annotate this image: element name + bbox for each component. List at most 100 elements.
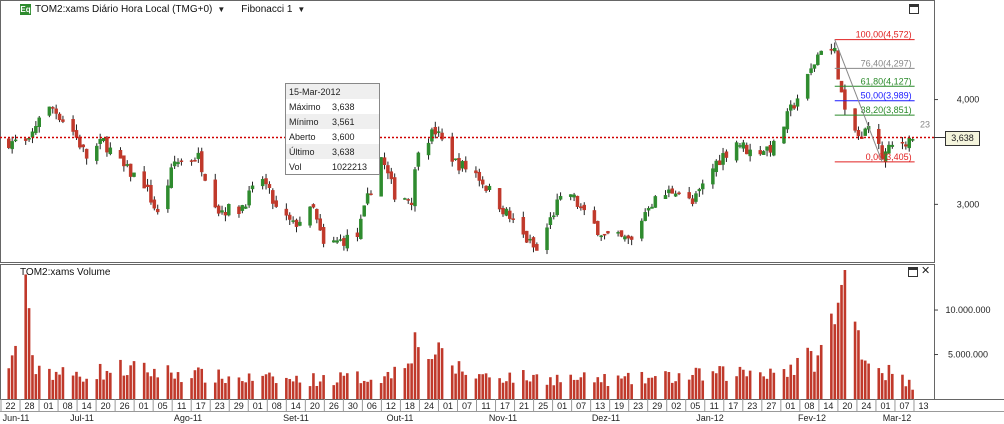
- volume-bar: [813, 371, 816, 399]
- x-month-label: Set-11: [283, 413, 309, 423]
- close-volume-pane-icon[interactable]: ✕: [921, 265, 931, 277]
- candle-body: [782, 126, 786, 144]
- candle-body: [497, 188, 502, 210]
- volume-bar: [61, 367, 65, 399]
- candle-body: [843, 89, 847, 110]
- candle-body: [623, 236, 627, 240]
- study-dropdown-icon[interactable]: ▼: [297, 4, 306, 14]
- candle-body: [382, 157, 387, 165]
- candle-body: [531, 237, 536, 248]
- x-day-label: 24: [861, 401, 871, 411]
- volume-bar: [37, 365, 41, 399]
- volume-bar: [745, 376, 749, 399]
- candle-body: [579, 206, 583, 209]
- candle-body: [457, 157, 461, 171]
- volume-bar: [857, 330, 860, 399]
- candle-body: [511, 218, 515, 220]
- candle-body: [145, 184, 150, 187]
- volume-bar: [393, 366, 396, 399]
- x-month-label: Jul-11: [70, 413, 94, 423]
- candle-body: [149, 185, 153, 203]
- x-day-label: 18: [405, 401, 415, 411]
- ohlc-tooltip: 15-Mar-2012 Máximo 3,638 Mínimo 3,561 Aber…: [285, 83, 380, 175]
- volume-bar: [34, 374, 38, 399]
- volume-bar: [742, 369, 745, 399]
- candle-body: [765, 146, 769, 151]
- volume-bar: [427, 359, 430, 399]
- candle-body: [260, 179, 265, 187]
- candle-body: [724, 151, 729, 158]
- volume-bar: [626, 372, 630, 399]
- volume-bar: [274, 383, 278, 399]
- volume-bar: [833, 324, 837, 399]
- volume-bar: [217, 369, 220, 399]
- candle-body: [464, 160, 468, 170]
- volume-bar: [860, 359, 864, 399]
- candle-body: [480, 179, 485, 185]
- volume-bar: [339, 372, 342, 399]
- maximize-volume-pane-icon[interactable]: [908, 267, 918, 277]
- volume-bar: [596, 377, 600, 399]
- volume-title[interactable]: TOM2:xams Volume: [20, 266, 111, 278]
- candle-body: [474, 170, 478, 174]
- candle-body: [237, 206, 241, 214]
- volume-bar: [322, 375, 325, 399]
- volume-bar: [14, 345, 17, 399]
- title-dropdown-icon[interactable]: ▼: [217, 4, 226, 14]
- candle-body: [910, 139, 915, 141]
- volume-bar: [769, 368, 772, 399]
- candle-body: [670, 188, 675, 194]
- candle-body: [904, 144, 908, 147]
- candle-body: [227, 203, 231, 216]
- maximize-price-pane-icon[interactable]: [909, 4, 919, 14]
- volume-bar: [911, 389, 914, 399]
- candle-body: [772, 140, 776, 156]
- x-day-label: 01: [139, 401, 149, 411]
- volume-bar: [887, 364, 891, 399]
- x-day-label: 01: [880, 401, 890, 411]
- count-label: 23: [920, 119, 930, 129]
- candle-body: [616, 232, 620, 234]
- volume-bar: [579, 377, 583, 399]
- volume-bar: [809, 351, 813, 399]
- candle-body: [118, 150, 123, 159]
- candle-body: [484, 185, 488, 191]
- volume-bar: [772, 372, 776, 399]
- candle-body: [318, 218, 322, 231]
- candle-body: [308, 206, 312, 226]
- candle-body: [521, 217, 526, 235]
- tooltip-value: 3,561: [332, 116, 355, 127]
- chart-title[interactable]: TOM2:xams Diário Hora Local (TMG+0): [35, 3, 213, 15]
- volume-bar: [623, 376, 627, 399]
- candle-body: [555, 199, 559, 216]
- equity-icon: Eq: [20, 3, 31, 15]
- candle-body: [673, 193, 678, 197]
- volume-bar: [481, 374, 484, 399]
- candle-body: [687, 192, 691, 199]
- volume-bar: [10, 355, 14, 399]
- candle-body: [240, 205, 245, 211]
- x-day-label: 28: [25, 401, 35, 411]
- tooltip-date: 15-Mar-2012: [289, 86, 341, 97]
- tooltip-label: Mínimo: [289, 116, 319, 127]
- candle-body: [57, 113, 62, 121]
- candle-body: [179, 160, 184, 162]
- candle-body: [572, 194, 576, 198]
- volume-bar: [830, 313, 833, 399]
- candle-body: [487, 185, 492, 190]
- x-day-label: 26: [329, 401, 339, 411]
- volume-bar: [880, 373, 884, 399]
- candle-body: [78, 136, 82, 148]
- study-label[interactable]: Fibonacci 1: [241, 3, 293, 15]
- volume-bar: [203, 382, 207, 399]
- candle-body: [812, 64, 817, 69]
- x-month-label: Jan-12: [696, 413, 724, 423]
- x-day-label: 05: [158, 401, 168, 411]
- candle-body: [169, 167, 174, 188]
- candle-body: [460, 161, 465, 169]
- volume-bar: [478, 374, 481, 399]
- candle-body: [193, 159, 197, 162]
- candle-body: [643, 212, 647, 221]
- volume-bar: [220, 378, 224, 399]
- volume-bar: [461, 371, 464, 399]
